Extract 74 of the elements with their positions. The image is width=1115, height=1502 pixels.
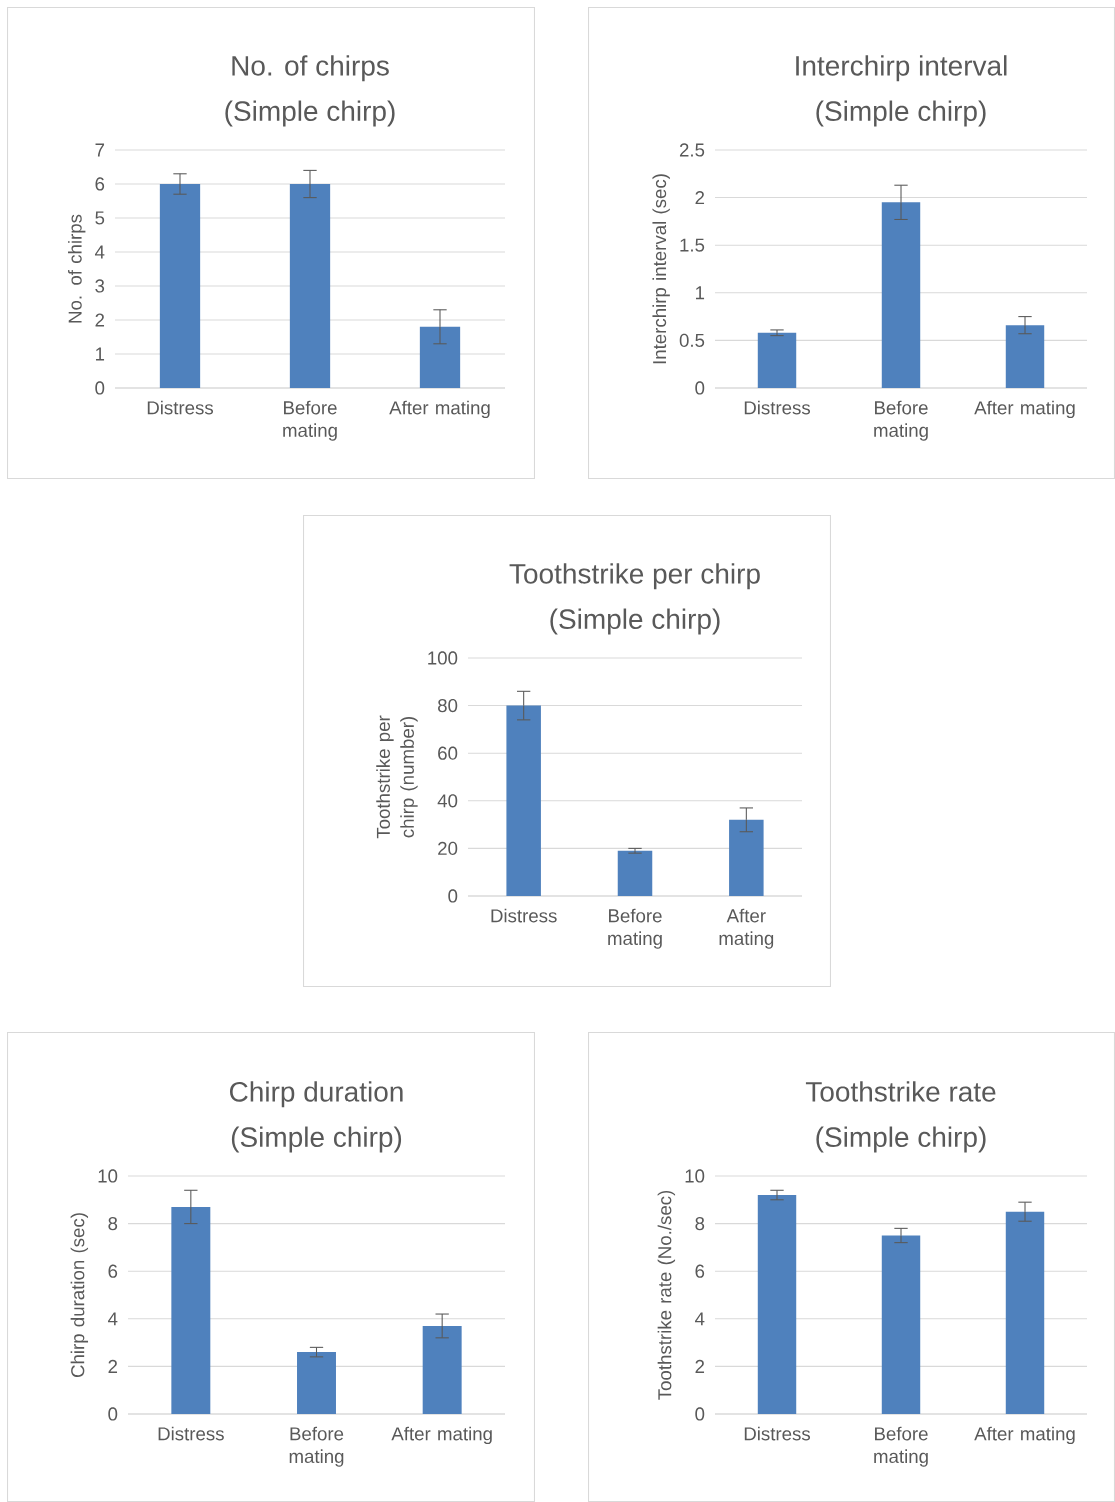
y-tick-label: 0 — [448, 889, 458, 903]
y-tick-label: 7 — [95, 143, 105, 157]
y-axis-title: Interchirp interval (sec) — [652, 174, 670, 364]
y-tick-label: 6 — [695, 1264, 705, 1278]
bar — [617, 850, 653, 896]
y-tick-label: 2.5 — [679, 143, 705, 157]
y-tick-label: 1 — [96, 347, 105, 361]
chart-subtitle: (Simple chirp) — [816, 100, 986, 127]
y-tick-label: 0.5 — [679, 333, 705, 347]
chart-title: Chirp duration — [229, 1081, 403, 1108]
y-tick-label: 8 — [695, 1216, 705, 1231]
y-tick-label: 2 — [108, 1359, 118, 1373]
bar — [1005, 325, 1045, 388]
y-tick-label: 3 — [95, 279, 105, 293]
chart-subtitle: (Simple chirp) — [550, 608, 720, 635]
y-tick-label: 20 — [438, 841, 458, 856]
y-tick-label: 4 — [695, 1312, 705, 1326]
x-tick-label: After mating — [974, 400, 1075, 419]
y-tick-label: 60 — [438, 746, 458, 760]
y-tick-label: 2 — [695, 191, 705, 205]
y-tick-label: 0 — [695, 381, 705, 395]
bar — [506, 705, 541, 896]
y-axis-title: Chirp duration (sec) — [70, 1213, 89, 1378]
y-tick-label: 2 — [695, 1359, 705, 1373]
x-tick-label: After mating — [389, 400, 490, 419]
x-tick-label: Distress — [158, 1426, 224, 1441]
bar — [881, 202, 921, 388]
y-tick-label: 1.5 — [680, 238, 705, 252]
y-tick-label: 6 — [108, 1264, 118, 1278]
bar — [422, 1325, 462, 1414]
x-tick-label: Before mating — [289, 1426, 344, 1467]
x-tick-label: Before mating — [874, 400, 928, 441]
y-tick-label: 10 — [685, 1169, 705, 1183]
y-tick-label: 1 — [696, 286, 705, 300]
x-tick-label: Distress — [744, 400, 811, 415]
bar — [757, 332, 797, 388]
chart-title: Toothstrike rate — [805, 1081, 996, 1102]
y-axis-title: Toothstrike per chirp (number) — [376, 715, 418, 839]
x-tick-label: Before mating — [283, 400, 337, 441]
y-tick-label: 40 — [437, 794, 458, 808]
chart-subtitle: (Simple chirp) — [816, 1126, 986, 1153]
chart-title: Interchirp interval — [796, 55, 1007, 82]
x-tick-label: Distress — [744, 1426, 811, 1441]
y-tick-label: 4 — [94, 245, 105, 259]
y-tick-label: 4 — [107, 1312, 118, 1326]
y-tick-label: 8 — [108, 1216, 118, 1231]
y-tick-label: 0 — [108, 1407, 118, 1421]
x-tick-label: After mating — [719, 908, 774, 949]
y-tick-label: 0 — [695, 1407, 705, 1421]
x-tick-label: Distress — [491, 908, 557, 923]
x-tick-label: Before mating — [874, 1426, 928, 1467]
x-tick-label: Before mating — [608, 908, 662, 949]
bar — [1005, 1211, 1045, 1414]
y-axis-title: No. of chirps — [68, 214, 86, 323]
chart-title: No. of chirps — [232, 55, 389, 82]
bar — [171, 1206, 211, 1414]
chart-title: Toothstrike per chirp — [509, 563, 760, 590]
chart-subtitle: (Simple chirp) — [225, 100, 395, 127]
y-tick-label: 6 — [95, 177, 105, 191]
x-tick-label: After mating — [391, 1426, 492, 1445]
bar — [729, 819, 764, 896]
y-tick-label: 5 — [95, 211, 105, 225]
bar — [757, 1195, 797, 1414]
y-tick-label: 10 — [98, 1169, 118, 1183]
y-tick-label: 0 — [95, 381, 105, 395]
y-tick-label: 100 — [428, 651, 458, 665]
y-axis-title: Toothstrike rate (No./sec) — [657, 1190, 676, 1400]
x-tick-label: After mating — [974, 1426, 1075, 1445]
y-tick-label: 80 — [438, 698, 458, 713]
y-tick-label: 2 — [95, 313, 105, 327]
x-tick-label: Distress — [147, 400, 214, 415]
bar — [297, 1352, 336, 1414]
bar — [881, 1235, 921, 1414]
chart-subtitle: (Simple chirp) — [231, 1126, 402, 1153]
